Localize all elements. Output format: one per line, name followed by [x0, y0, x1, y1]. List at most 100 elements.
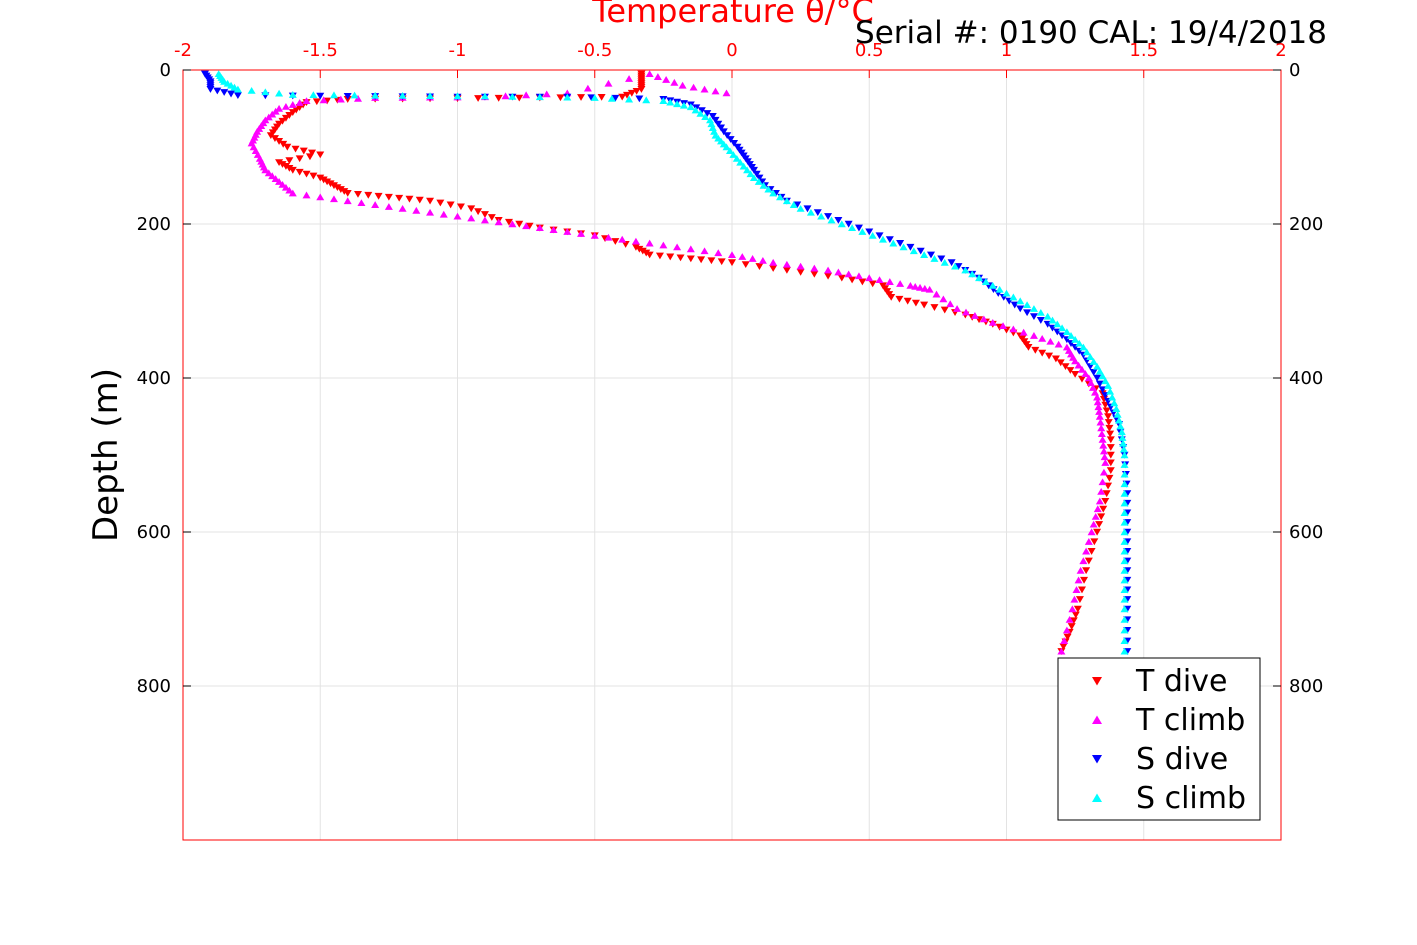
data-point-interp: [522, 222, 531, 230]
data-point-interp: [350, 91, 359, 99]
data-point-interp: [439, 210, 448, 218]
data-point-interp: [903, 297, 912, 305]
data-point: [1068, 605, 1077, 613]
data-point-interp: [868, 280, 877, 288]
data-point-interp: [930, 255, 939, 262]
data-point-interp: [697, 107, 706, 115]
data-point-interp: [1120, 470, 1129, 478]
data-point-interp: [1077, 365, 1086, 373]
data-point-interp: [725, 147, 734, 155]
data-point-interp: [494, 218, 503, 226]
data-point: [782, 267, 791, 274]
data-point-interp: [834, 216, 843, 224]
data-point: [426, 197, 435, 205]
data-point: [283, 143, 292, 151]
data-point-interp: [268, 172, 277, 180]
legend-label: T climb: [1135, 703, 1245, 738]
legend-marker: [1092, 755, 1102, 764]
data-point: [1106, 436, 1115, 444]
data-point-interp: [1090, 538, 1099, 546]
data-point-interp: [374, 192, 383, 200]
data-point-interp: [1036, 308, 1045, 316]
data-point-interp: [875, 276, 884, 284]
data-point-interp: [604, 233, 613, 241]
data-point-interp: [446, 201, 455, 209]
data-point-interp: [604, 79, 613, 87]
data-point-interp: [1097, 424, 1106, 432]
data-point-interp: [549, 226, 558, 233]
data-point-interp: [281, 102, 290, 110]
data-point-interp: [395, 194, 404, 202]
data-point-interp: [625, 95, 634, 103]
data-point-interp: [896, 280, 905, 287]
data-point-interp: [309, 172, 318, 180]
data-point-interp: [854, 224, 863, 232]
data-point-interp: [764, 185, 773, 193]
data-point: [1057, 647, 1066, 655]
y-tick-label: 200: [137, 214, 171, 235]
data-point: [961, 266, 970, 274]
data-point-interp: [730, 139, 739, 147]
data-point-interp: [1002, 289, 1011, 297]
data-point-interp: [275, 89, 284, 97]
data-point-interp: [1046, 337, 1055, 345]
data-point: [1079, 343, 1088, 351]
data-point: [865, 228, 874, 236]
data-point-interp: [270, 135, 279, 142]
data-point: [796, 205, 805, 212]
data-point-interp: [1077, 586, 1086, 594]
data-point-interp: [726, 136, 735, 143]
data-point-interp: [621, 241, 630, 248]
data-point-interp: [1120, 626, 1129, 634]
data-point-interp: [480, 211, 489, 218]
data-point: [925, 285, 934, 293]
data-point-interp: [1120, 509, 1129, 516]
data-point-interp: [824, 272, 833, 280]
data-point-interp: [995, 285, 1004, 293]
data-point-interp: [1102, 407, 1111, 415]
data-point-interp: [563, 93, 572, 101]
data-point-interp: [1105, 424, 1114, 432]
data-point-interp: [703, 110, 712, 117]
data-point-interp: [508, 92, 517, 100]
data-point-interp: [398, 92, 407, 99]
data-point-interp: [1093, 398, 1102, 406]
data-point-interp: [515, 220, 524, 228]
data-point-interp: [1045, 352, 1054, 360]
data-point-interp: [305, 153, 314, 161]
data-point: [1016, 305, 1025, 313]
data-point-interp: [583, 84, 592, 92]
legend-marker: [1092, 677, 1102, 686]
data-point: [947, 259, 956, 267]
data-point-interp: [308, 149, 317, 157]
data-point: [824, 266, 833, 274]
data-point-interp: [723, 132, 732, 140]
data-point-interp: [662, 76, 671, 83]
data-point-interp: [1099, 468, 1108, 476]
data-point-interp: [655, 252, 664, 260]
data-point-interp: [885, 236, 894, 243]
data-point-interp: [336, 95, 345, 103]
data-point: [1043, 312, 1052, 320]
data-point-interp: [1075, 339, 1084, 347]
data-point-interp: [1098, 372, 1107, 380]
data-point-interp: [653, 73, 662, 80]
data-point: [1112, 405, 1121, 412]
data-point-interp: [590, 231, 599, 239]
data-point-interp: [1048, 316, 1057, 324]
data-point-interp: [954, 263, 963, 270]
data-point-interp: [597, 93, 606, 101]
data-point-interp: [278, 180, 287, 188]
x-tick-label: -1.5: [303, 40, 338, 61]
data-point-interp: [970, 312, 979, 319]
data-point-interp: [1089, 358, 1098, 365]
x-tick-label: 1.5: [1129, 40, 1158, 61]
data-point-interp: [1106, 430, 1115, 438]
data-point-interp: [1101, 401, 1110, 409]
data-point-interp: [1093, 505, 1102, 513]
legend-box: [1057, 657, 1261, 821]
y-tick-label: 600: [137, 522, 171, 543]
data-point-interp: [746, 170, 755, 178]
data-point-interp: [587, 94, 596, 102]
data-point-interp: [796, 262, 805, 270]
